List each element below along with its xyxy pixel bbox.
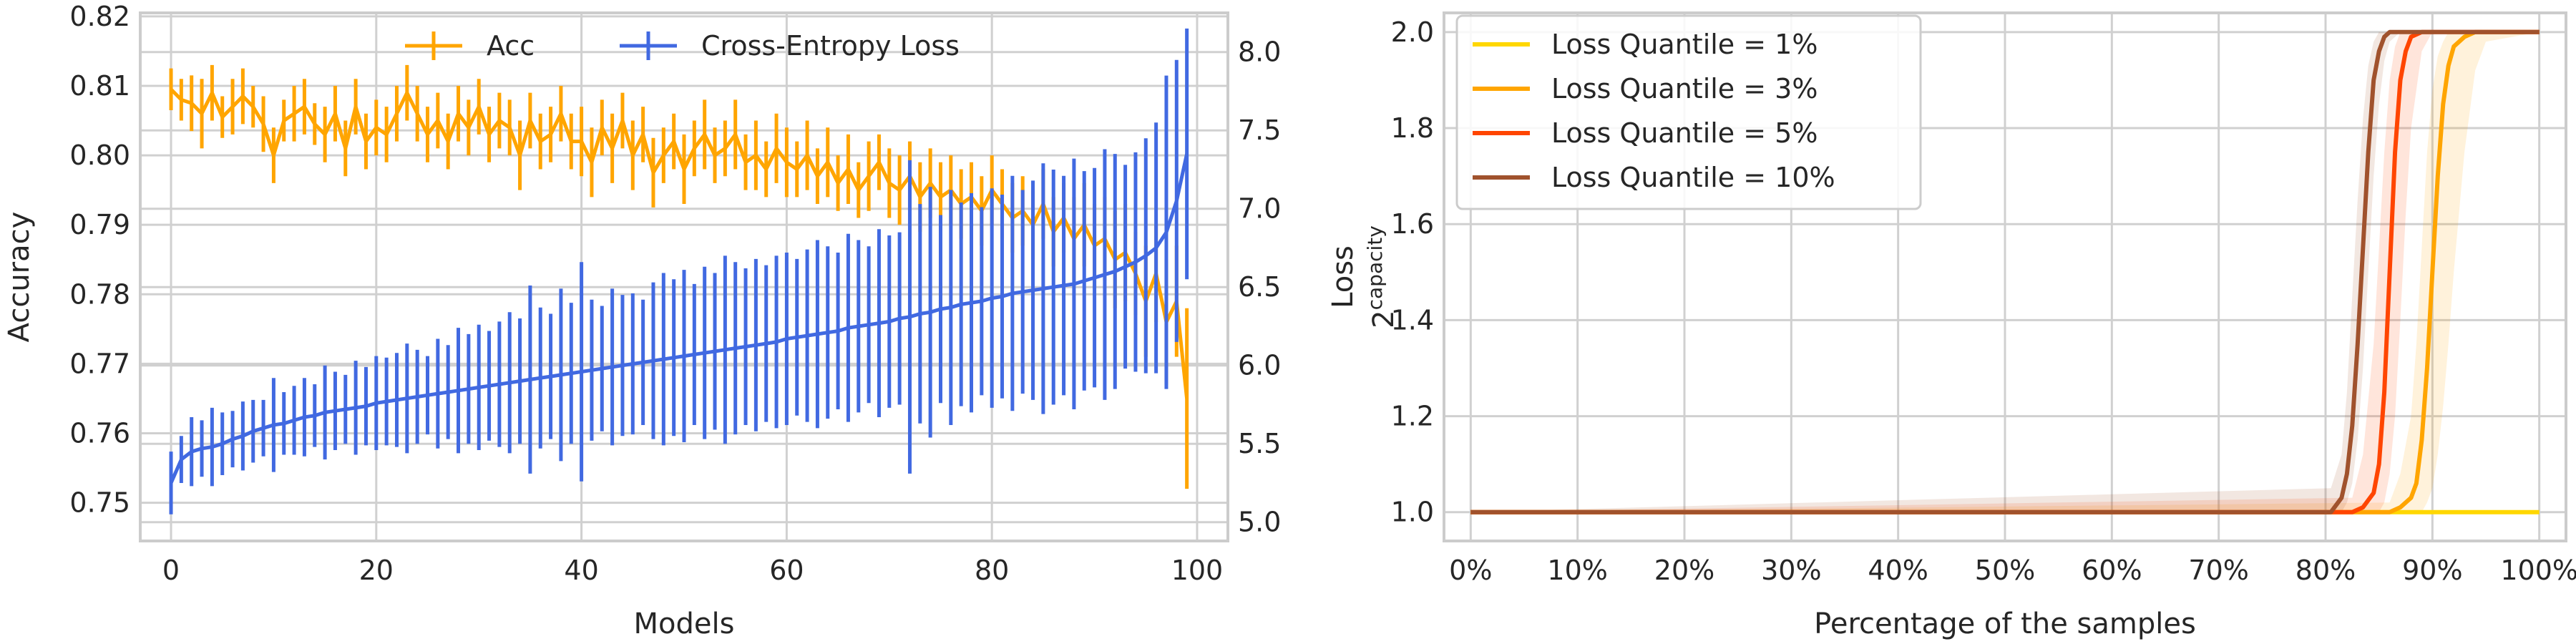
right-y-tick-label: 7.5 [1238,114,1281,146]
right-x-tick-label: 100% [2500,555,2576,586]
quantile-curve [1470,29,2540,514]
right-y-tick-label: 7.0 [1238,193,1281,225]
series-line [169,153,1189,484]
right-x-tick-label: 70% [2188,555,2248,586]
legend-acc-label: Acc [487,30,535,62]
right-x-tick-label: 60% [2082,555,2142,586]
left-x-tick-label: 20 [359,555,394,586]
right-x-tick-label: 20% [1654,555,1714,586]
left-x-tick-label: 40 [564,555,598,586]
left-y-tick-label: 0.77 [69,348,130,379]
right-legend-box [1455,14,1922,210]
right-plot-frame [1443,11,2567,542]
left-chart-panel: 0 20 40 60 80 100 0.75 0.76 0.77 0.78 0.79 0.80 0.81… [3,1,1360,640]
series-loss [169,28,1189,514]
left-plot-frame [139,11,1229,542]
right-y-tick-label: 6.0 [1238,350,1281,381]
right-y-tick-label: 5.0 [1238,507,1281,538]
right-x-tick-label: 90% [2402,555,2462,586]
right-x-tick-label: 10% [1547,555,1607,586]
left-x-tick-label: 0 [162,555,180,586]
confidence-band [1470,31,2540,512]
quantile-curve [1470,29,2540,514]
right-x-tick-label: 40% [1868,555,1928,586]
left-x-axis-title: Models [634,608,735,640]
right-y-tick-label: 1.8 [1391,112,1434,144]
right-x-tick-label: 50% [1975,555,2035,586]
right-y-tick-label: 8.0 [1238,36,1281,68]
right-y-tick-label: 5.5 [1238,428,1281,459]
legend-label: Loss Quantile = 10% [1551,162,1835,193]
left-y-axis-title: Accuracy [3,212,36,343]
right-x-tick-label: 30% [1761,555,1821,586]
right-x-tick-label: 0% [1449,555,1492,586]
left-series-layer [169,28,1189,514]
right-y-tick-label: 1.0 [1391,497,1434,528]
right-y-axis-title-exponent: capacity [1363,225,1387,310]
left-x-tick-label: 80 [975,555,1009,586]
legend-label: Loss Quantile = 3% [1551,73,1818,104]
right-y-axis-title: 2capacity [1363,225,1400,328]
right-bands-layer [1470,31,2540,512]
right-y-tick-label: 1.6 [1391,208,1434,240]
right-y-tick-label: 6.5 [1238,271,1281,303]
right-y-axis-title-text: 2capacity [1363,225,1400,328]
right-y-tick-label: 1.2 [1391,401,1434,432]
right-y-axis-title-base: 2 [1367,310,1400,328]
left-y-tick-label: 0.80 [69,140,130,171]
left-x-tick-label: 60 [769,555,804,586]
legend-label: Loss Quantile = 1% [1551,29,1818,60]
left-y-tick-label: 0.75 [69,487,130,519]
left-y-tick-label: 0.82 [69,1,130,32]
right-legend: Loss Quantile = 1% Loss Quantile = 3% Loss… [1455,14,1922,210]
right-x-tick-label: 80% [2296,555,2356,586]
series-line [170,88,1189,399]
left-x-tick-label: 100 [1171,555,1224,586]
left-y-tick-label: 0.78 [69,278,130,310]
legend-loss-label: Cross-Entropy Loss [701,30,960,62]
right-series-layer [1470,29,2540,514]
right-y-axis-title: Loss [1327,245,1360,308]
left-legend: Acc Cross-Entropy Loss [405,30,960,62]
right-x-axis-title: Percentage of the samples [1814,608,2196,640]
right-y-tick-label: 1.4 [1391,304,1434,336]
legend-label: Loss Quantile = 5% [1551,117,1818,149]
right-chart-panel: 0% 10% 20% 30% 40% 50% 60% 70% 80% 90% 100% 1.0 1.2 1… [1363,11,2576,640]
left-y-tick-label: 0.76 [69,417,130,449]
right-y-tick-label: 2.0 [1391,16,1434,48]
left-y-tick-label: 0.79 [69,209,130,240]
left-y-tick-label: 0.81 [69,70,130,102]
left-tick-labels: 0 20 40 60 80 100 0.75 0.76 0.77 0.78 0.79 0.80 0.81… [69,1,1281,586]
right-tick-labels: 0% 10% 20% 30% 40% 50% 60% 70% 80% 90% 100% 1.0 1.2 1… [1391,16,2576,586]
